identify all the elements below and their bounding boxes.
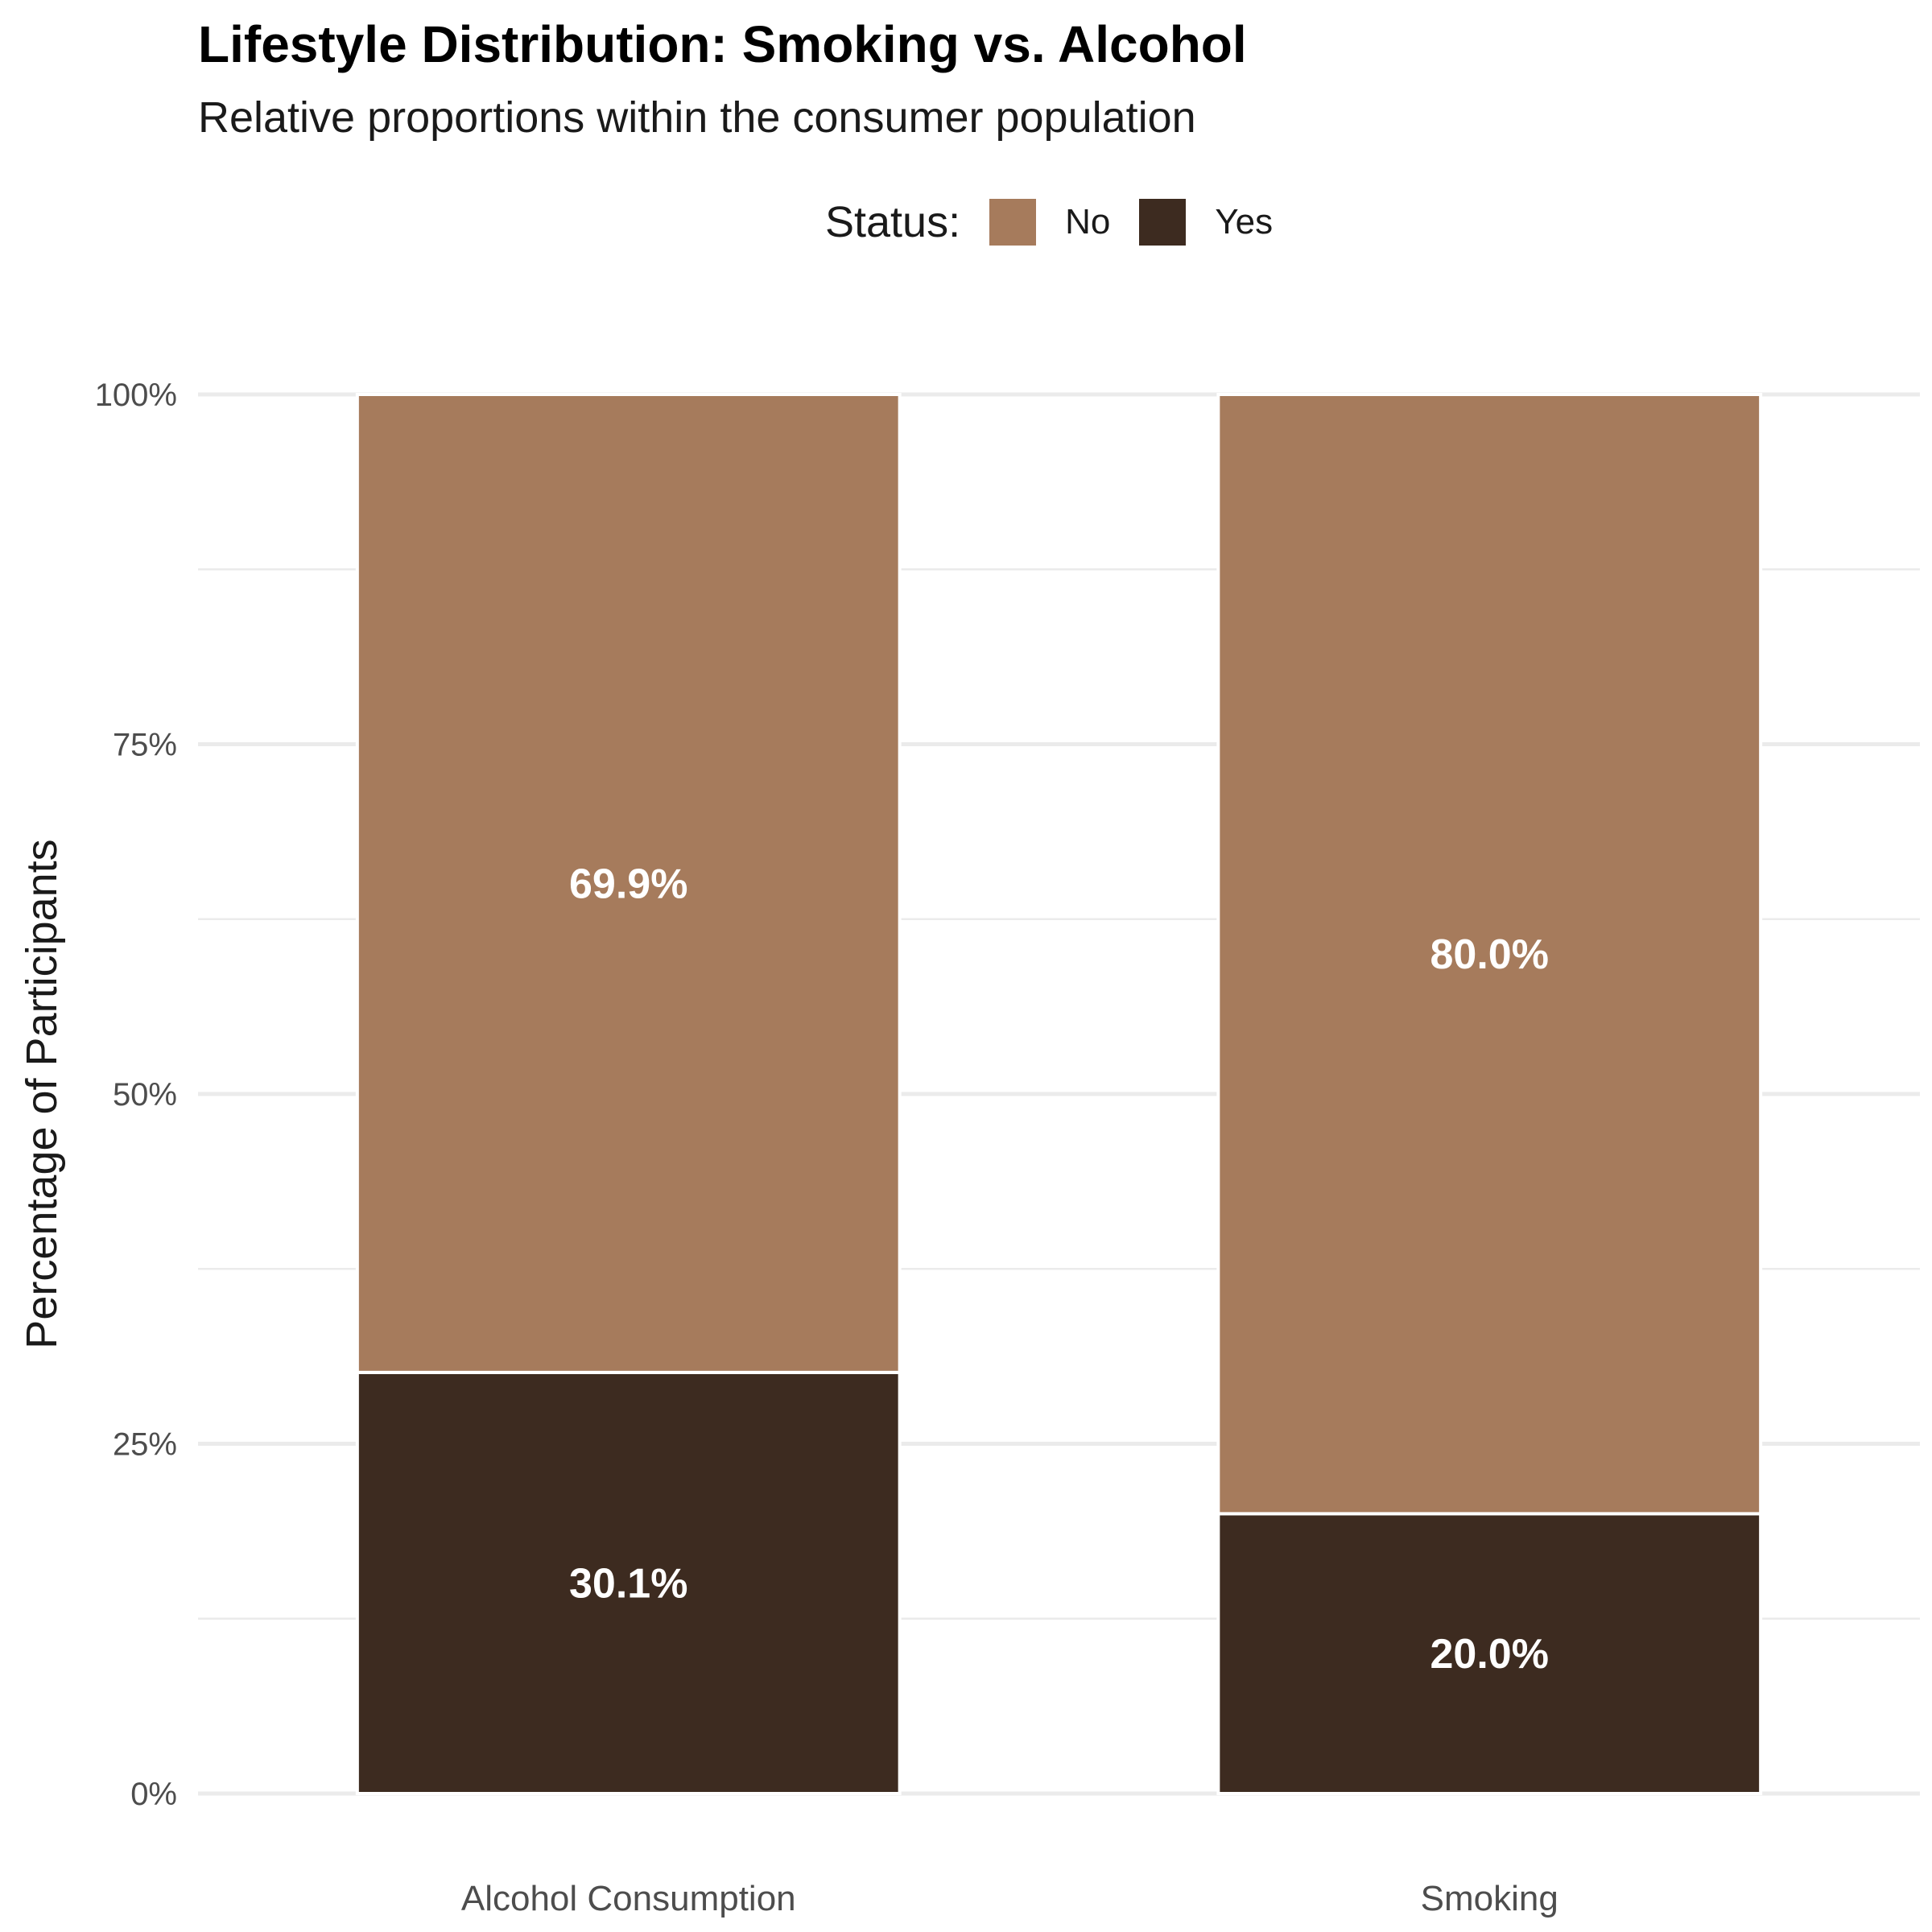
- legend-swatch-yes: [1139, 199, 1187, 246]
- y-axis-title: Percentage of Participants: [18, 839, 66, 1348]
- bar-yes-1: [1216, 1512, 1763, 1796]
- y-tick-label: 25%: [113, 1427, 177, 1463]
- bar-no-1: [1216, 393, 1763, 1516]
- legend-swatch-no: [989, 199, 1037, 246]
- legend-label-no: No: [1065, 202, 1111, 242]
- y-tick-label: 75%: [113, 728, 177, 763]
- bar-value-label: 69.9%: [569, 861, 687, 907]
- bar-no-0: [355, 393, 902, 1374]
- chart-subtitle: Relative proportions within the consumer…: [198, 93, 1196, 142]
- legend-item-yes: Yes: [1139, 199, 1273, 246]
- legend-label-yes: Yes: [1215, 202, 1274, 242]
- bar-value-label: 30.1%: [569, 1560, 687, 1607]
- legend-title: Status:: [825, 198, 961, 246]
- bar-value-label: 20.0%: [1430, 1631, 1549, 1678]
- x-tick-label: Smoking: [1421, 1879, 1558, 1918]
- bar-value-label: 80.0%: [1430, 931, 1549, 978]
- y-tick-label: 100%: [95, 378, 177, 413]
- legend-item-no: No: [989, 199, 1110, 246]
- bar-yes-0: [355, 1370, 902, 1796]
- chart-title: Lifestyle Distribution: Smoking vs. Alco…: [198, 15, 1247, 73]
- legend: Status: No Yes: [825, 197, 1302, 247]
- y-tick-label: 0%: [130, 1777, 177, 1812]
- y-tick-label: 50%: [113, 1077, 177, 1113]
- x-tick-label: Alcohol Consumption: [461, 1879, 796, 1918]
